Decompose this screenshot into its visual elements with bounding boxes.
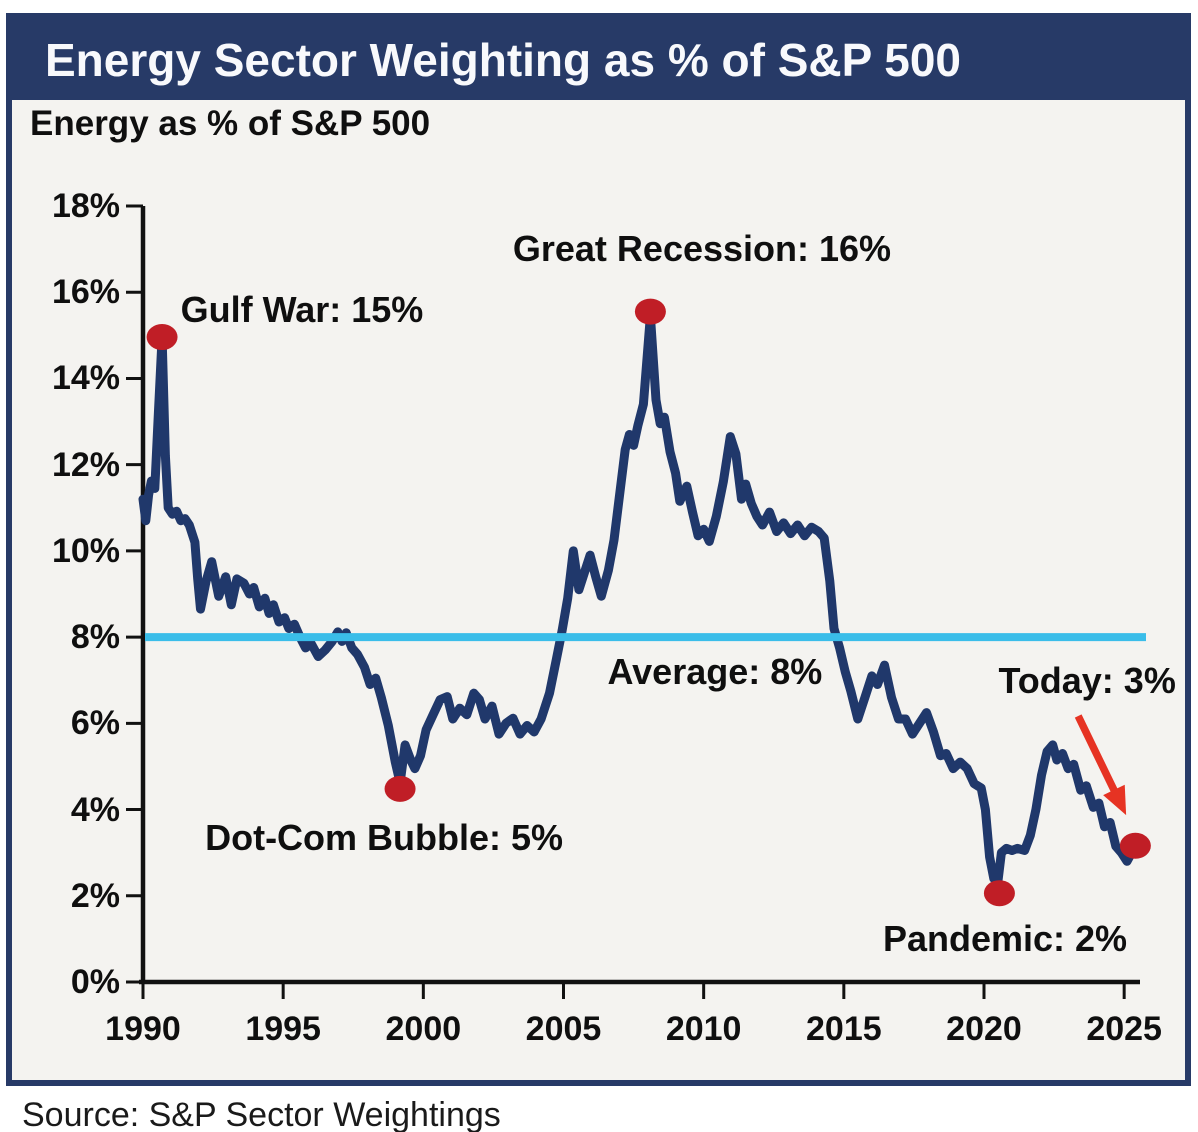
event-marker-dot [634,298,666,325]
x-axis-tick-label: 2000 [385,1010,462,1048]
y-axis-tick-label: 12% [51,445,120,484]
figure-title: Energy Sector Weighting as % of S&P 500 [45,33,962,86]
x-axis-tick-label: 2015 [806,1010,882,1048]
title-bar: Energy Sector Weighting as % of S&P 500 [12,19,1185,100]
event-marker-dot [1119,832,1151,859]
energy-series-line [138,311,1140,886]
annotation-gulf-war: Gulf War: 15% [180,288,424,330]
y-axis-tick-label: 4% [70,790,120,829]
annotation-dot-com: Dot-Com Bubble: 5% [205,817,564,858]
down-arrow-head [1103,784,1127,816]
event-marker-dot [384,775,416,802]
x-axis-tick-label: 1990 [105,1010,181,1048]
x-axis-tick-label: 2020 [946,1010,1022,1048]
y-axis-tick-label: 16% [51,273,120,312]
annotation-pandemic: Pandemic: 2% [882,917,1128,959]
x-axis-tick-label: 2005 [525,1010,602,1048]
event-marker-dot [146,324,178,351]
y-axis-tick-label: 0% [70,963,120,1001]
source-note: Source: S&P Sector Weightings [22,1096,501,1132]
y-axis-tick-label: 18% [51,187,120,225]
annotation-great-recession: Great Recession: 16% [512,228,892,270]
down-arrow-shaft [1074,714,1120,796]
x-axis-tick-label: 1995 [245,1010,321,1048]
chart-subtitle: Energy as % of S&P 500 [30,104,431,143]
x-axis-tick-label: 2010 [665,1010,742,1048]
y-axis-tick-label: 2% [70,876,120,915]
y-axis-tick-label: 8% [70,618,120,657]
x-axis-tick-label: 2025 [1086,1010,1162,1048]
y-axis-tick-label: 6% [70,704,120,743]
y-axis-tick-label: 10% [51,531,120,570]
annotation-today: Today: 3% [998,660,1176,702]
event-marker-dot [983,880,1015,907]
y-axis-tick-label: 14% [51,359,120,398]
annotation-average: Average: 8% [607,651,823,693]
figure-frame: Energy Sector Weighting as % of S&P 500 [6,13,1191,1086]
